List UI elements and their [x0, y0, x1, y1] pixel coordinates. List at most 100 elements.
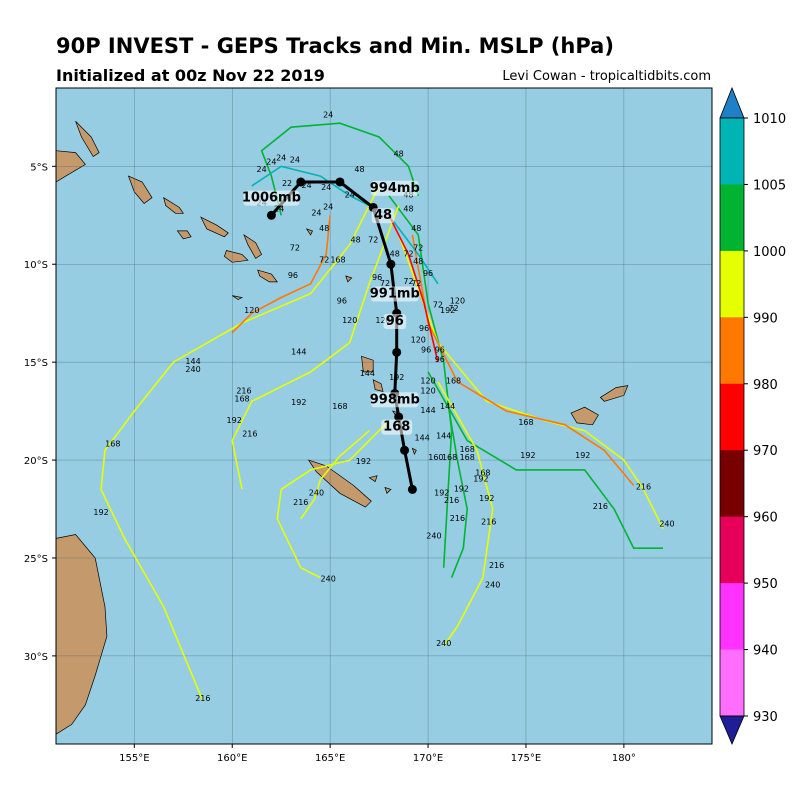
svg-text:998mb: 998mb	[370, 392, 420, 407]
colorbar-bottom-arrow	[719, 715, 745, 746]
forecast-hour-label: 24	[290, 155, 300, 164]
mean-track-label: 48	[371, 208, 395, 224]
island-rennell	[232, 295, 244, 300]
island-vanua-levu	[599, 385, 629, 402]
forecast-hour-label: 72	[433, 300, 443, 309]
forecast-hour-label: 192	[473, 475, 488, 484]
pressure-labels: 1006mb 994mb 48 991mb 96 998mb 168	[242, 180, 420, 435]
forecast-hour-label: 168	[460, 453, 475, 462]
lat-tick-label: 25°S	[24, 554, 48, 565]
forecast-hour-label: 22	[282, 179, 292, 188]
colorbar-band	[720, 118, 744, 185]
lon-tick-label: 155°E	[119, 753, 149, 764]
member-track	[276, 420, 390, 579]
forecast-hour-label: 48	[403, 204, 413, 213]
forecast-hour-label: 120	[411, 336, 426, 345]
forecast-hour-label: 240	[321, 574, 336, 583]
forecast-hour-label: 48	[390, 249, 400, 258]
island-viti-levu	[570, 406, 599, 426]
svg-text:48: 48	[374, 208, 392, 223]
forecast-hour-label: 24	[302, 181, 312, 190]
island-santa-cruz	[345, 275, 353, 283]
forecast-hour-label: 144	[185, 357, 200, 366]
forecast-hour-label: 168	[460, 445, 475, 454]
island-makira	[257, 269, 278, 283]
member-track	[231, 205, 400, 490]
mean-track-label: 1006mb	[242, 190, 301, 206]
forecast-hour-label: 24	[276, 153, 286, 162]
colorbar-band	[720, 317, 744, 385]
forecast-hour-label: 168	[446, 377, 461, 386]
forecast-hour-label: 168	[105, 439, 120, 448]
forecast-hour-label: 160	[428, 453, 443, 462]
forecast-hour-label: 216	[481, 518, 496, 527]
island-lifou	[368, 475, 378, 483]
mean-track-point	[394, 412, 404, 422]
forecast-hour-label: 168	[332, 402, 347, 411]
svg-text:991mb: 991mb	[370, 287, 420, 302]
forecast-hour-label: 216	[195, 694, 210, 703]
colorbar-top-arrow	[719, 86, 745, 119]
forecast-hour-label: 120	[375, 316, 390, 325]
forecast-hour-label: 120	[450, 296, 465, 305]
author-credit: Levi Cowan - tropicaltidbits.com	[502, 69, 711, 84]
mean-track-point	[407, 484, 417, 494]
forecast-hour-label: 240	[185, 365, 200, 374]
forecast-hour-label: 72	[319, 255, 329, 264]
forecast-hour-label: 144	[360, 369, 375, 378]
forecast-hour-label: 144	[440, 402, 455, 411]
island-new-georgia	[176, 230, 192, 240]
forecast-hour-label: 72	[413, 244, 423, 253]
forecast-hour-label: 120	[420, 377, 435, 386]
forecast-hour-label: 216	[444, 496, 459, 505]
lon-tick-label: 160°E	[217, 753, 247, 764]
forecast-hour-label: 240	[426, 531, 441, 540]
member-track	[231, 215, 331, 334]
island-malaita	[243, 233, 263, 259]
island-tanna	[411, 447, 417, 456]
island-new-hanover	[56, 117, 57, 122]
lat-tick-label: 5°S	[30, 162, 48, 173]
lon-tick-label: 175°E	[511, 753, 541, 764]
colorbar-tick-label: 970	[753, 444, 778, 459]
colorbar-tick-label: 960	[753, 511, 778, 526]
forecast-hour-label: 48	[413, 257, 423, 266]
forecast-hour-label: 240	[309, 488, 324, 497]
forecast-hour-label: 240	[659, 520, 674, 529]
colorbar-band	[720, 450, 744, 518]
member-track	[388, 195, 453, 568]
forecast-hour-label: 24	[345, 191, 355, 200]
mean-track-point	[392, 347, 402, 357]
forecast-hour-label: 120	[420, 386, 435, 395]
forecast-hour-label: 192	[356, 457, 371, 466]
forecast-hour-label: 168	[475, 469, 490, 478]
forecast-hour-label: 48	[411, 224, 421, 233]
forecast-hour-label: 72	[368, 236, 378, 245]
colorbar-tick-label: 980	[753, 378, 778, 393]
forecast-hour-label: 120	[244, 306, 259, 315]
member-track	[397, 234, 664, 529]
graticule	[56, 88, 712, 744]
member-track	[251, 165, 439, 285]
forecast-hour-label: 48	[394, 150, 404, 159]
colorbar-band	[720, 516, 744, 584]
forecast-hour-label: 144	[291, 347, 306, 356]
forecast-hour-label: 96	[288, 271, 298, 280]
forecast-hour-label: 48	[354, 165, 364, 174]
svg-text:96: 96	[386, 314, 404, 329]
lat-tick-label: 30°S	[24, 652, 48, 663]
svg-text:994mb: 994mb	[370, 181, 420, 196]
lat-tick-label: 20°S	[24, 456, 48, 467]
mean-track-label: 994mb	[370, 180, 420, 196]
colorbar-band	[720, 250, 744, 318]
colorbar-band	[720, 383, 744, 451]
mean-track-point	[386, 259, 396, 269]
lon-tick-label: 180°	[612, 753, 636, 764]
colorbar-tick-label: 990	[753, 311, 778, 326]
forecast-hour-label: 144	[436, 432, 451, 441]
colorbar-tick-label: 1000	[753, 245, 786, 260]
forecast-hour-label: 192	[575, 451, 590, 460]
mean-track-point	[296, 177, 306, 187]
forecast-hour-label: 24	[274, 204, 284, 213]
forecast-hour-label: 168	[330, 255, 345, 264]
